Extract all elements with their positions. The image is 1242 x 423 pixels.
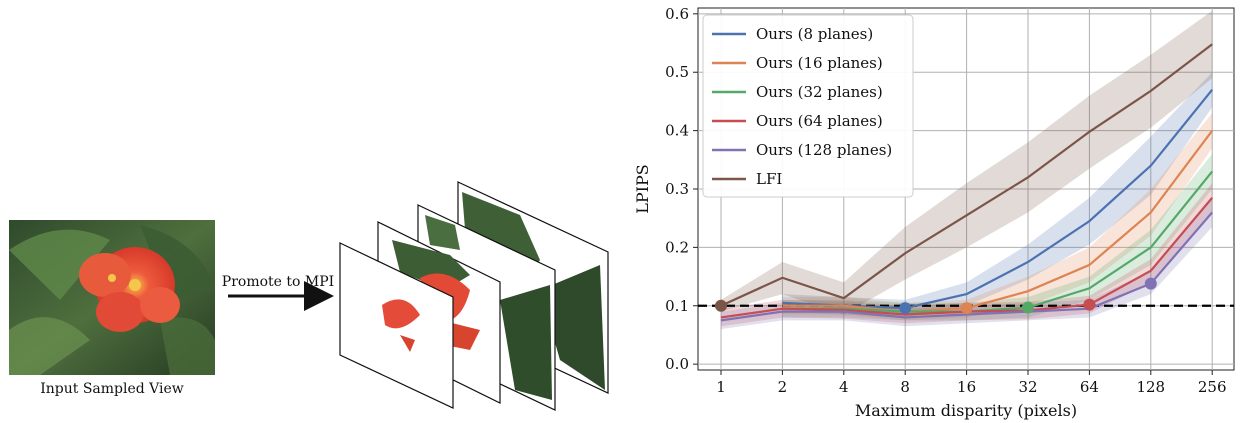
arrow-label: Promote to MPI bbox=[222, 274, 334, 290]
series-marker bbox=[1083, 298, 1096, 311]
legend-label: Ours (8 planes) bbox=[756, 25, 873, 43]
y-tick-label: 0.1 bbox=[665, 297, 689, 315]
x-tick-label: 2 bbox=[778, 378, 788, 396]
x-tick-label: 256 bbox=[1198, 378, 1227, 396]
y-axis-label: LPIPS bbox=[633, 164, 652, 213]
x-tick-label: 1 bbox=[716, 378, 726, 396]
legend-label: Ours (64 planes) bbox=[756, 112, 883, 130]
x-tick-label: 16 bbox=[957, 378, 976, 396]
y-tick-label: 0.3 bbox=[665, 180, 689, 198]
y-tick-label: 0.5 bbox=[665, 63, 689, 81]
y-tick-label: 0.4 bbox=[665, 122, 689, 140]
x-tick-label: 64 bbox=[1080, 378, 1099, 396]
legend-label: Ours (32 planes) bbox=[756, 83, 883, 101]
x-tick-label: 128 bbox=[1136, 378, 1165, 396]
left-panel: Input Sampled View Promote to MPI bbox=[9, 181, 609, 411]
series-band bbox=[782, 72, 1213, 318]
y-tick-label: 0.0 bbox=[665, 355, 689, 373]
series-marker bbox=[715, 299, 727, 312]
legend-label: Ours (128 planes) bbox=[756, 141, 892, 159]
legend-box bbox=[702, 14, 914, 198]
mpi-plane-1 bbox=[339, 242, 454, 409]
x-tick-label: 8 bbox=[900, 378, 910, 396]
lpips-chart: 0.0 0.1 0.2 0.3 0.4 0.5 0.6 1 2 4 8 16 32 64 128 256 M… bbox=[633, 5, 1235, 420]
x-tick-label: 4 bbox=[839, 378, 849, 396]
series-line bbox=[720, 211, 1214, 322]
mpi-planes bbox=[339, 181, 609, 411]
x-axis-label: Maximum disparity (pixels) bbox=[855, 401, 1077, 420]
legend-label: LFI bbox=[756, 170, 782, 188]
series-markers bbox=[715, 277, 1157, 315]
y-tick-label: 0.6 bbox=[665, 5, 689, 23]
series-lines bbox=[720, 43, 1214, 322]
y-tick-label: 0.2 bbox=[665, 238, 689, 256]
series-band bbox=[721, 183, 1213, 327]
series-marker bbox=[1022, 301, 1034, 314]
x-tick-labels: 1 2 4 8 16 32 64 128 256 bbox=[716, 370, 1227, 396]
x-tick-label: 32 bbox=[1018, 378, 1037, 396]
series-line bbox=[782, 170, 1214, 313]
series-band bbox=[782, 113, 1213, 321]
y-tick-labels: 0.0 0.1 0.2 0.3 0.4 0.5 0.6 bbox=[665, 5, 698, 373]
legend: Ours (8 planes) Ours (16 planes) Ours (32 … bbox=[702, 14, 914, 198]
series-marker bbox=[899, 302, 912, 315]
series-band bbox=[721, 197, 1213, 330]
input-photo bbox=[9, 220, 215, 375]
series-marker bbox=[1144, 277, 1157, 290]
series-line bbox=[782, 129, 1214, 313]
legend-label: Ours (16 planes) bbox=[756, 54, 883, 72]
series-line bbox=[720, 43, 1213, 307]
series-marker bbox=[960, 302, 973, 315]
input-caption: Input Sampled View bbox=[40, 381, 184, 397]
